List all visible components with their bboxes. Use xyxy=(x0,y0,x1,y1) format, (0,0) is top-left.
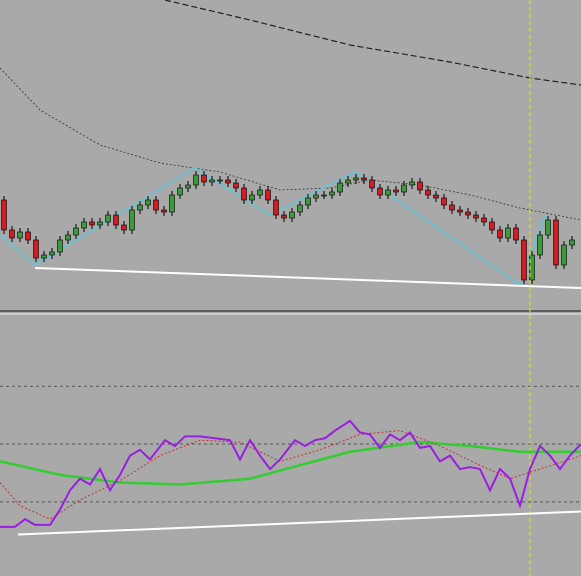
candle-body xyxy=(537,234,543,256)
indicator-line xyxy=(164,0,581,86)
candle-body xyxy=(393,189,399,193)
candle-body xyxy=(521,239,527,281)
candle-body xyxy=(217,179,223,182)
candle-body xyxy=(129,209,135,231)
candle-body xyxy=(569,239,575,246)
candle-body xyxy=(305,197,311,206)
candle-body xyxy=(233,182,239,189)
candle-body xyxy=(193,174,199,186)
candle-body xyxy=(497,229,503,239)
candle-body xyxy=(473,214,479,219)
candle-body xyxy=(177,187,183,196)
candle-body xyxy=(513,227,519,241)
candle-body xyxy=(377,187,383,196)
candle-body xyxy=(401,184,407,193)
candle-body xyxy=(409,181,415,186)
candle-body xyxy=(65,234,71,241)
candle-body xyxy=(25,231,31,241)
indicator-line xyxy=(0,440,581,486)
candle-body xyxy=(545,219,551,236)
candle-body xyxy=(121,224,127,231)
candle-body xyxy=(169,194,175,213)
candle-body xyxy=(17,231,23,239)
candle-body xyxy=(1,199,7,231)
candle-body xyxy=(161,209,167,213)
candle-body xyxy=(361,177,367,181)
candle-body xyxy=(225,179,231,184)
candle-body xyxy=(441,197,447,206)
candle-body xyxy=(137,204,143,211)
candle-body xyxy=(241,187,247,201)
candle-body xyxy=(249,194,255,201)
indicator-line xyxy=(34,267,581,289)
candle-body xyxy=(105,214,111,223)
candle-body xyxy=(425,189,431,196)
candle-body xyxy=(561,244,567,266)
candle-body xyxy=(49,251,55,256)
candle-body xyxy=(321,194,327,197)
candle-body xyxy=(209,179,215,183)
candle-body xyxy=(81,221,87,229)
candle-body xyxy=(369,179,375,189)
candle-body xyxy=(273,199,279,216)
candle-body xyxy=(385,189,391,196)
candle-body xyxy=(9,229,15,239)
indicator-line xyxy=(0,430,581,520)
candle-body xyxy=(489,221,495,231)
candle-body xyxy=(345,179,351,184)
candle-body xyxy=(185,184,191,189)
candle-body xyxy=(433,194,439,199)
indicator-line xyxy=(0,419,581,528)
candle-body xyxy=(329,191,335,196)
candle-body xyxy=(265,189,271,201)
candle-body xyxy=(73,227,79,236)
candle-body xyxy=(337,182,343,193)
candle-body xyxy=(113,214,119,226)
candle-body xyxy=(289,211,295,219)
candle-body xyxy=(553,219,559,266)
candle-body xyxy=(505,227,511,239)
candle-body xyxy=(449,204,455,211)
candle-body xyxy=(297,204,303,213)
candle-body xyxy=(153,199,159,211)
candle-body xyxy=(481,217,487,223)
candle-body xyxy=(57,239,63,253)
indicator-line xyxy=(17,510,581,536)
candle-body xyxy=(353,177,359,181)
candle-body xyxy=(313,194,319,199)
candle-body xyxy=(145,199,151,206)
candle-body xyxy=(41,254,47,259)
candle-body xyxy=(97,221,103,226)
candle-body xyxy=(281,214,287,219)
candle-body xyxy=(201,174,207,183)
candle-body xyxy=(257,189,263,196)
candle-body xyxy=(465,211,471,216)
candle-body xyxy=(417,181,423,191)
candle-body xyxy=(33,239,39,259)
candle-body xyxy=(457,209,463,213)
candle-body xyxy=(89,221,95,226)
